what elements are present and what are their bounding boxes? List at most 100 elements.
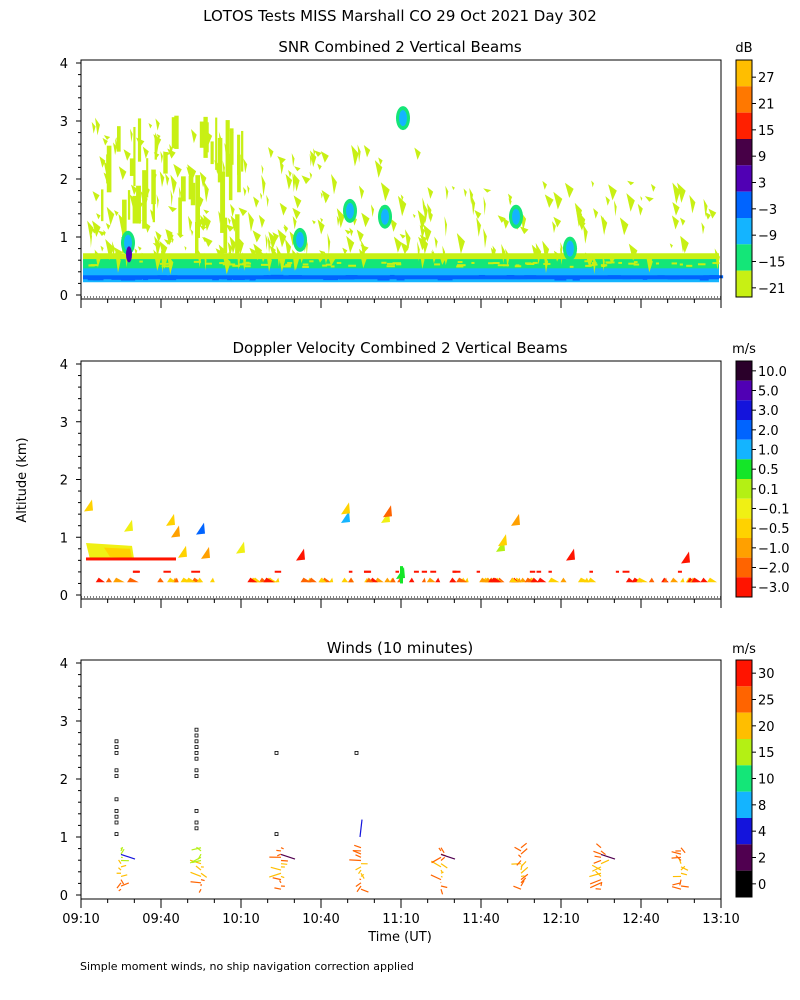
doppler-tuft <box>236 541 245 554</box>
snr-echo <box>161 251 165 274</box>
doppler-layer-cell <box>275 577 280 583</box>
doppler-layer-cell <box>185 577 197 583</box>
snr-echo <box>412 213 416 219</box>
doppler-red-fleck <box>589 570 593 573</box>
wind-vector <box>594 855 602 858</box>
wind-vector <box>190 881 202 884</box>
doppler-layer-cell <box>706 577 718 583</box>
doppler-red-fleck <box>132 570 139 573</box>
wind-vector <box>600 859 610 865</box>
wind-vector <box>440 847 445 854</box>
snr-speckle <box>492 262 500 265</box>
snr-speckle <box>139 260 143 263</box>
snr-streak <box>228 153 233 201</box>
snr-echo <box>443 253 448 266</box>
snr-echo <box>268 147 274 159</box>
wind-vector <box>269 872 282 878</box>
doppler-layer-cell <box>587 577 597 583</box>
colorbar-tick-label: 8 <box>758 799 766 814</box>
snr-echo <box>111 241 115 260</box>
snr-echo <box>99 156 106 168</box>
snr-echo <box>640 196 643 201</box>
snr-echo <box>390 218 397 232</box>
snr-blue-patch <box>389 274 395 278</box>
snr-echo <box>106 206 115 226</box>
doppler-layer-cell <box>700 577 708 583</box>
doppler-layer-cell <box>247 577 258 583</box>
wind-vector <box>520 866 529 874</box>
snr-speckle <box>381 261 387 264</box>
snr-streak <box>180 176 186 202</box>
snr-echo <box>276 245 282 267</box>
colorbar-cell <box>736 218 752 245</box>
colorbar-tick-label: 0 <box>758 878 766 893</box>
snr-echo <box>628 243 638 261</box>
colorbar-tick-label: 10.0 <box>758 365 787 380</box>
wind-vector <box>592 866 602 872</box>
wind-missing-point <box>194 774 199 778</box>
wind-missing-point <box>114 809 119 813</box>
snr-echo <box>265 233 268 251</box>
wind-vector <box>440 863 448 869</box>
snr-echo <box>378 157 383 166</box>
snr-streak <box>101 189 104 222</box>
colorbar-tick-label: 9 <box>758 150 766 165</box>
snr-echo <box>582 223 588 244</box>
y-tick-label: 3 <box>60 115 68 130</box>
snr-echo <box>279 202 287 216</box>
snr-speckle <box>392 262 402 265</box>
snr-echo <box>607 254 616 264</box>
snr-echo <box>267 235 271 254</box>
snr-echo <box>326 253 336 266</box>
doppler-layer-cell <box>300 577 312 583</box>
snr-echo <box>203 209 210 214</box>
snr-peak <box>126 246 132 263</box>
snr-echo <box>317 219 325 235</box>
snr-speckle <box>232 264 240 267</box>
snr-echo <box>680 236 689 254</box>
doppler-layer-cell <box>263 577 275 583</box>
snr-streak <box>195 175 200 238</box>
colorbar-cell <box>736 139 752 166</box>
wind-missing-point <box>114 797 119 802</box>
figure-title: LOTOS Tests MISS Marshall CO 29 Oct 2021… <box>203 7 597 25</box>
wind-vector <box>671 856 682 859</box>
snr-speckle <box>238 263 247 266</box>
snr-echo <box>96 213 101 220</box>
snr-echo <box>672 182 681 204</box>
snr-speckle <box>322 264 328 267</box>
snr-blue-patch <box>505 276 521 280</box>
snr-echo <box>370 204 375 217</box>
wind-vector <box>118 867 122 871</box>
snr-speckle <box>532 261 538 264</box>
doppler-layer-cell <box>341 577 349 583</box>
doppler-colorbar: 10.0 5.0 3.0 2.0 1.0 0.5 0.1 −0.1 −0.5 −1.0 −2.0 −3… <box>735 360 790 598</box>
snr-echo <box>249 247 257 257</box>
snr-echo <box>553 191 563 210</box>
wind-missing-point <box>194 733 199 738</box>
x-tick-label: 09:10 <box>62 912 99 927</box>
wind-vector <box>440 856 446 861</box>
wind-vector <box>120 847 123 851</box>
snr-echo <box>178 186 181 202</box>
wind-missing-point <box>114 820 119 825</box>
snr-echo <box>327 233 331 255</box>
snr-blue-patch <box>696 275 707 279</box>
snr-blob-core <box>566 240 574 257</box>
wind-vector <box>440 853 456 860</box>
doppler-layer-cell <box>536 577 547 583</box>
x-tick-label: 11:40 <box>462 912 499 927</box>
x-tick-label: 09:40 <box>142 912 179 927</box>
wind-vector <box>276 849 282 852</box>
wind-vector <box>274 887 282 890</box>
snr-echo <box>445 185 449 200</box>
snr-echo <box>114 210 119 217</box>
snr-echo <box>115 137 118 153</box>
snr-echo <box>703 198 708 217</box>
colorbar-cell <box>736 557 752 578</box>
snr-echo <box>97 230 106 237</box>
snr-speckle <box>396 263 402 266</box>
wind-vector <box>520 875 525 878</box>
y-tick-label: 4 <box>60 657 68 672</box>
